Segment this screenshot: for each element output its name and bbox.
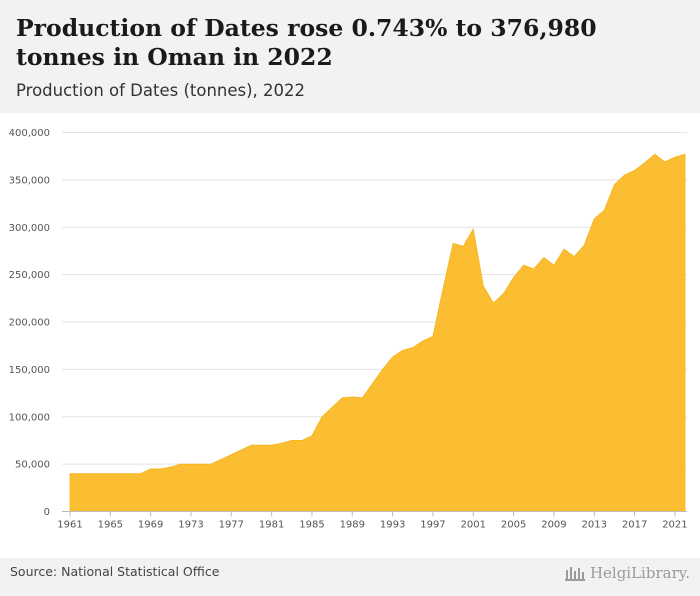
x-tick-label: 2017 [622,520,647,531]
x-tick-label: 1993 [380,520,405,531]
x-tick-label: 1989 [340,520,365,531]
x-tick-label: 1981 [259,520,284,531]
y-tick-label: 350,000 [9,175,50,186]
logo-text: HelgiLibrary. [589,564,690,582]
x-tick-label: 1961 [57,520,82,531]
x-tick-label: 2009 [541,520,566,531]
x-tick-label: 1969 [138,520,163,531]
y-tick-label: 200,000 [9,318,50,329]
y-tick-label: 150,000 [9,365,50,376]
y-tick-label: 400,000 [9,128,50,139]
area-chart: 0 50,000 100,000 150,000 200,000 250,000 300,0… [9,128,688,531]
library-icon [564,564,586,582]
header-band: Production of Dates rose 0.743% to 376,9… [0,0,700,113]
y-tick-label: 100,000 [9,412,50,423]
x-tick-label: 1973 [178,520,203,531]
source-note: Source: National Statistical Office [10,564,220,579]
x-tick-label: 2001 [461,520,486,531]
x-tick-label: 2005 [501,520,526,531]
page-title: Production of Dates rose 0.743% to 376,9… [16,14,597,71]
x-tick-label: 1997 [420,520,445,531]
helgi-library-logo: HelgiLibrary. [564,562,690,584]
y-tick-label: 250,000 [9,270,50,281]
y-tick-label: 0 [44,507,50,518]
x-tick-label: 2013 [582,520,607,531]
area-series [69,153,686,512]
x-tick-label: 2021 [662,520,687,531]
y-tick-label: 50,000 [15,460,50,471]
x-tick-label: 1965 [98,520,123,531]
x-tick-label: 1985 [299,520,324,531]
y-tick-label: 300,000 [9,223,50,234]
x-tick-label: 1977 [219,520,244,531]
chart-area: 0 50,000 100,000 150,000 200,000 250,000 300,0… [0,113,700,560]
footer-band: Source: National Statistical Office Helg… [0,558,700,596]
page-subtitle: Production of Dates (tonnes), 2022 [16,81,306,100]
